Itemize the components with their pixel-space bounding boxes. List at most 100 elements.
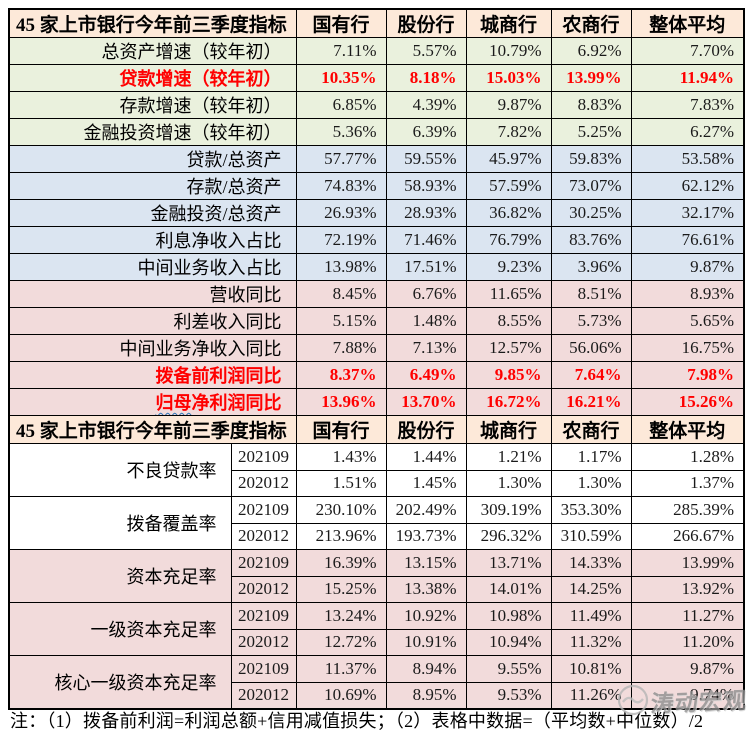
value-cell: 16.21% xyxy=(550,388,632,416)
value-cell: 16.39% xyxy=(295,549,387,577)
column-header: 农商行 xyxy=(550,415,632,444)
value-cell: 10.98% xyxy=(465,602,552,630)
value-cell: 1.48% xyxy=(385,307,467,335)
value-cell: 9.53% xyxy=(465,681,552,709)
group-row-label: 一级资本充足率 xyxy=(8,602,232,656)
metric-row: 中间业务净收入同比 7.88% 7.13% 12.57% 56.06% 16.75% xyxy=(8,334,745,362)
value-cell: 10.35% xyxy=(295,64,387,92)
value-cell: 213.96% xyxy=(295,522,387,550)
period-cell: 202012 xyxy=(230,522,297,550)
value-cell: 16.75% xyxy=(630,334,745,362)
value-cell: 8.94% xyxy=(385,655,467,683)
metric-row: 存款增速（较年初） 6.85% 4.39% 9.87% 8.83% 7.83% xyxy=(8,91,745,119)
metric-row: 营收同比 8.45% 6.76% 11.65% 8.51% 8.93% xyxy=(8,280,745,308)
period-cell: 202109 xyxy=(230,549,297,577)
value-cell: 11.65% xyxy=(465,280,552,308)
value-cell: 13.71% xyxy=(465,549,552,577)
value-cell: 1.44% xyxy=(385,443,467,471)
value-cell: 8.37% xyxy=(295,361,387,389)
value-cell: 11.32% xyxy=(550,628,632,656)
period-cell: 202012 xyxy=(230,575,297,603)
row-label: 贷款/总资产 xyxy=(8,145,297,173)
value-cell: 14.01% xyxy=(465,575,552,603)
metric-row: 中间业务收入占比 13.98% 17.51% 9.23% 3.96% 9.87% xyxy=(8,253,745,281)
period-cell: 202109 xyxy=(230,443,297,471)
value-cell: 32.17% xyxy=(630,199,745,227)
value-cell: 285.39% xyxy=(630,496,745,524)
group-row-label: 核心一级资本充足率 xyxy=(8,655,232,709)
row-label: 存款/总资产 xyxy=(8,172,297,200)
value-cell: 72.19% xyxy=(295,226,387,254)
metric-row: 202012 12.72% 10.91% 10.94% 11.32% 11.20% xyxy=(9,628,745,656)
value-cell: 74.83% xyxy=(295,172,387,200)
value-cell: 13.15% xyxy=(385,549,467,577)
metric-row: 金融投资增速（较年初） 5.36% 6.39% 7.82% 5.25% 6.27% xyxy=(8,118,745,146)
column-header: 城商行 xyxy=(465,415,552,444)
value-cell: 13.92% xyxy=(630,575,745,603)
value-cell: 4.39% xyxy=(385,91,467,119)
value-cell: 59.55% xyxy=(385,145,467,173)
metric-row: 不良贷款率 202109 1.43% 1.44% 1.21% 1.17% 1.28% xyxy=(8,443,745,497)
value-cell: 1.30% xyxy=(465,469,552,497)
value-cell: 6.39% xyxy=(385,118,467,146)
value-cell: 10.91% xyxy=(385,628,467,656)
value-cell: 76.79% xyxy=(465,226,552,254)
metric-row: 202012 1.51% 1.45% 1.30% 1.30% 1.37% xyxy=(9,469,745,497)
value-cell: 230.10% xyxy=(295,496,387,524)
value-cell: 11.27% xyxy=(630,602,745,630)
value-cell: 62.12% xyxy=(630,172,745,200)
metrics-table: 45 家上市银行今年前三季度指标 国有行 股份行 城商行 农商行 整体平均 总资产增速（较年… xyxy=(8,8,746,710)
value-cell: 6.85% xyxy=(295,91,387,119)
value-cell: 16.72% xyxy=(465,388,552,416)
row-label: 利差收入同比 xyxy=(8,307,297,335)
value-cell: 15.03% xyxy=(465,64,552,92)
value-cell: 9.87% xyxy=(630,253,745,281)
table-title: 45 家上市银行今年前三季度指标 xyxy=(8,8,297,38)
row-label: 营收同比 xyxy=(8,280,297,308)
spellcheck-squiggle: 归母 xyxy=(155,393,192,413)
period-cell: 202109 xyxy=(230,602,297,630)
value-cell: 1.37% xyxy=(630,469,745,497)
metric-row: 拨备前利润同比 8.37% 6.49% 9.85% 7.64% 7.98% xyxy=(8,361,745,389)
value-cell: 12.57% xyxy=(465,334,552,362)
value-cell: 11.20% xyxy=(630,628,745,656)
metric-row: 金融投资/总资产 26.93% 28.93% 36.82% 30.25% 32.17% xyxy=(8,199,745,227)
metric-row: 202012 10.69% 8.95% 9.53% 11.26% 9.74% xyxy=(9,681,745,709)
value-cell: 13.99% xyxy=(630,549,745,577)
value-cell: 5.65% xyxy=(630,307,745,335)
value-cell: 10.81% xyxy=(550,655,632,683)
value-cell: 58.93% xyxy=(385,172,467,200)
period-cell: 202012 xyxy=(230,469,297,497)
metric-row: 贷款增速（较年初） 10.35% 8.18% 15.03% 13.99% 11.94% xyxy=(8,64,745,92)
value-cell: 3.96% xyxy=(550,253,632,281)
value-cell: 30.25% xyxy=(550,199,632,227)
value-cell: 296.32% xyxy=(465,522,552,550)
value-cell: 45.97% xyxy=(465,145,552,173)
value-cell: 9.23% xyxy=(465,253,552,281)
value-cell: 26.93% xyxy=(295,199,387,227)
column-header: 整体平均 xyxy=(630,415,745,444)
row-label: 总资产增速（较年初） xyxy=(8,37,297,65)
value-cell: 6.92% xyxy=(550,37,632,65)
column-header: 股份行 xyxy=(385,415,467,444)
value-cell: 73.07% xyxy=(550,172,632,200)
period-cell: 202012 xyxy=(230,681,297,709)
value-cell: 353.30% xyxy=(550,496,632,524)
column-header: 股份行 xyxy=(385,8,467,38)
metric-row: 一级资本充足率 202109 13.24% 10.92% 10.98% 11.49% 11.… xyxy=(8,602,745,656)
value-cell: 5.36% xyxy=(295,118,387,146)
metric-row: 核心一级资本充足率 202109 11.37% 8.94% 9.55% 10.81% 9.8… xyxy=(8,655,745,709)
value-cell: 6.76% xyxy=(385,280,467,308)
value-cell: 10.94% xyxy=(465,628,552,656)
value-cell: 7.11% xyxy=(295,37,387,65)
value-cell: 6.27% xyxy=(630,118,745,146)
value-cell: 1.21% xyxy=(465,443,552,471)
value-cell: 8.51% xyxy=(550,280,632,308)
value-cell: 28.93% xyxy=(385,199,467,227)
bank-metrics-table-wrap: 45 家上市银行今年前三季度指标 国有行 股份行 城商行 农商行 整体平均 总资产增速（较年… xyxy=(8,8,746,710)
period-cell: 202109 xyxy=(230,655,297,683)
value-cell: 56.06% xyxy=(550,334,632,362)
value-cell: 6.49% xyxy=(385,361,467,389)
column-header: 整体平均 xyxy=(630,8,745,38)
value-cell: 10.79% xyxy=(465,37,552,65)
